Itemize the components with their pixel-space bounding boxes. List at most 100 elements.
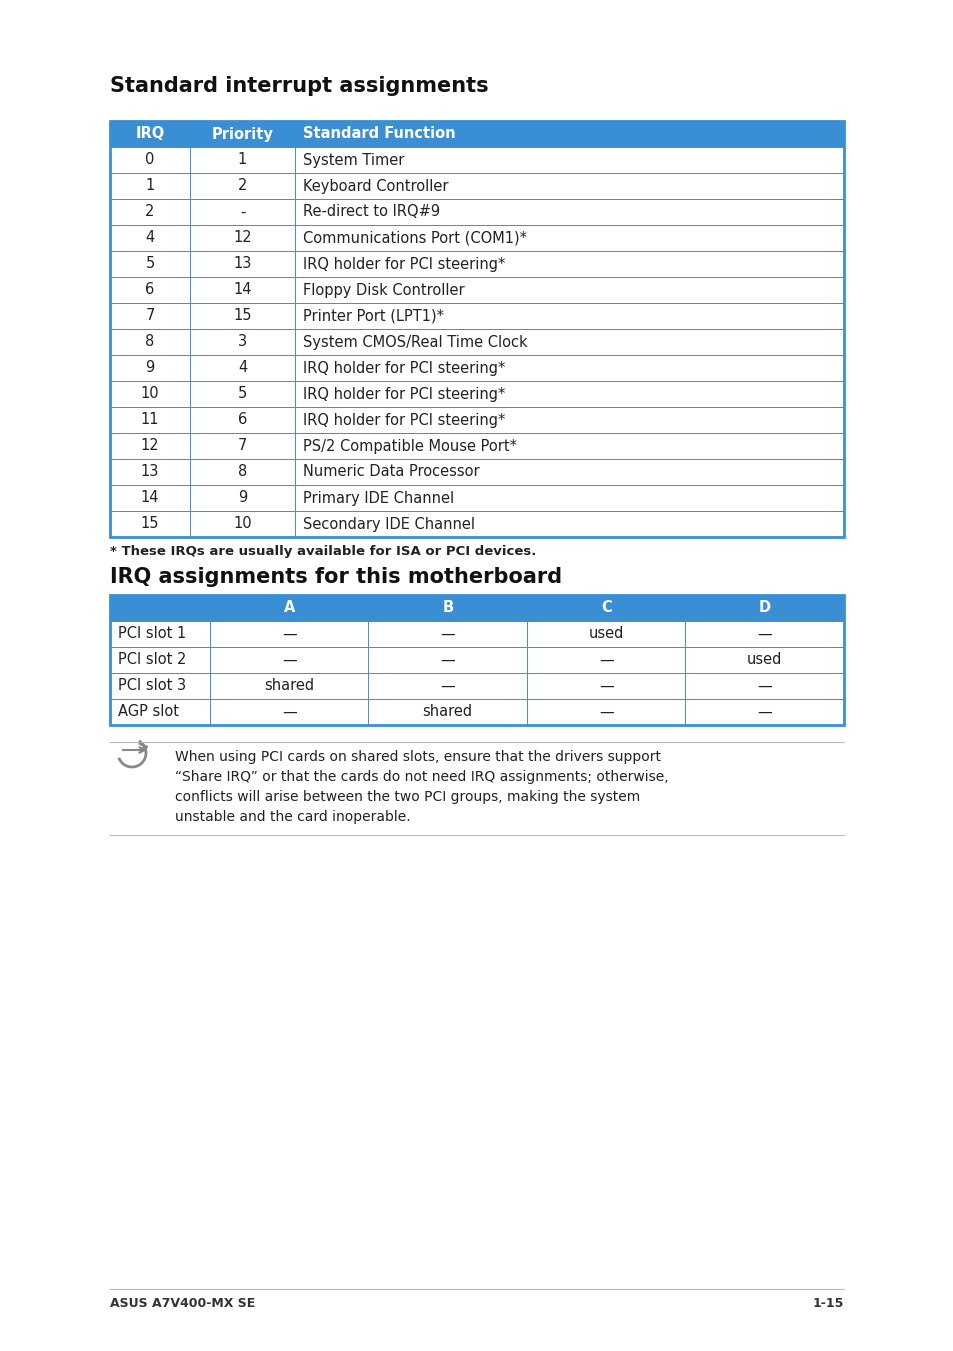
Text: -: - (239, 204, 245, 219)
Text: IRQ: IRQ (135, 127, 165, 142)
Text: Priority: Priority (212, 127, 274, 142)
Bar (110, 330, 843, 355)
Text: 13: 13 (141, 465, 159, 480)
Text: PCI slot 1: PCI slot 1 (118, 627, 186, 642)
Text: 14: 14 (233, 282, 252, 297)
Bar (110, 511, 843, 536)
Text: 4: 4 (145, 231, 154, 246)
Text: Secondary IDE Channel: Secondary IDE Channel (303, 516, 475, 531)
Text: Floppy Disk Controller: Floppy Disk Controller (303, 282, 464, 297)
Text: Standard interrupt assignments: Standard interrupt assignments (110, 76, 488, 96)
Bar (110, 355, 843, 381)
Bar (110, 173, 843, 199)
Bar (110, 122, 843, 536)
Text: 14: 14 (141, 490, 159, 505)
Text: 7: 7 (237, 439, 247, 454)
Text: 6: 6 (145, 282, 154, 297)
Bar (110, 277, 843, 303)
Text: —: — (757, 627, 771, 642)
Text: 5: 5 (145, 257, 154, 272)
Text: 8: 8 (237, 465, 247, 480)
Bar (110, 122, 843, 147)
Text: System CMOS/Real Time Clock: System CMOS/Real Time Clock (303, 335, 527, 350)
Text: When using PCI cards on shared slots, ensure that the drivers support
“Share IRQ: When using PCI cards on shared slots, en… (174, 750, 668, 824)
Text: 3: 3 (237, 335, 247, 350)
Bar (110, 621, 843, 647)
Text: D: D (758, 600, 770, 616)
Bar (110, 147, 843, 173)
Text: used: used (746, 653, 781, 667)
Text: IRQ holder for PCI steering*: IRQ holder for PCI steering* (303, 412, 505, 427)
Bar (110, 381, 843, 407)
Bar (110, 251, 843, 277)
Text: 2: 2 (145, 204, 154, 219)
Text: —: — (757, 704, 771, 720)
Text: IRQ holder for PCI steering*: IRQ holder for PCI steering* (303, 361, 505, 376)
Text: IRQ holder for PCI steering*: IRQ holder for PCI steering* (303, 386, 505, 401)
Text: —: — (598, 704, 613, 720)
Text: PCI slot 3: PCI slot 3 (118, 678, 186, 693)
Text: 8: 8 (145, 335, 154, 350)
Text: * These IRQs are usually available for ISA or PCI devices.: * These IRQs are usually available for I… (110, 544, 536, 558)
Text: System Timer: System Timer (303, 153, 404, 168)
Bar (110, 199, 843, 226)
Text: —: — (757, 678, 771, 693)
Text: 15: 15 (233, 308, 252, 323)
Text: —: — (281, 704, 296, 720)
Text: —: — (598, 678, 613, 693)
Text: 9: 9 (145, 361, 154, 376)
Bar (110, 647, 843, 673)
Text: 1-15: 1-15 (812, 1297, 843, 1310)
Text: 7: 7 (145, 308, 154, 323)
Text: 0: 0 (145, 153, 154, 168)
Text: Re-direct to IRQ#9: Re-direct to IRQ#9 (303, 204, 439, 219)
Text: PCI slot 2: PCI slot 2 (118, 653, 186, 667)
Text: used: used (588, 627, 623, 642)
Text: 13: 13 (233, 257, 252, 272)
Text: Standard Function: Standard Function (303, 127, 456, 142)
Text: PS/2 Compatible Mouse Port*: PS/2 Compatible Mouse Port* (303, 439, 517, 454)
Text: 1: 1 (145, 178, 154, 193)
Text: 1: 1 (237, 153, 247, 168)
Bar (110, 594, 843, 725)
Text: 10: 10 (233, 516, 252, 531)
Text: 5: 5 (237, 386, 247, 401)
Text: Primary IDE Channel: Primary IDE Channel (303, 490, 454, 505)
Text: Communications Port (COM1)*: Communications Port (COM1)* (303, 231, 526, 246)
Text: —: — (281, 653, 296, 667)
Text: —: — (440, 653, 455, 667)
Text: Keyboard Controller: Keyboard Controller (303, 178, 448, 193)
Text: Numeric Data Processor: Numeric Data Processor (303, 465, 479, 480)
Text: A: A (283, 600, 294, 616)
Bar (110, 226, 843, 251)
Bar (110, 303, 843, 330)
Bar (110, 434, 843, 459)
Bar (110, 594, 843, 621)
Text: 9: 9 (237, 490, 247, 505)
Text: —: — (440, 627, 455, 642)
Text: 12: 12 (233, 231, 252, 246)
Text: B: B (442, 600, 453, 616)
Text: IRQ assignments for this motherboard: IRQ assignments for this motherboard (110, 567, 561, 586)
Text: AGP slot: AGP slot (118, 704, 179, 720)
Bar (110, 407, 843, 434)
Text: 4: 4 (237, 361, 247, 376)
Text: 15: 15 (141, 516, 159, 531)
Text: 2: 2 (237, 178, 247, 193)
Text: Printer Port (LPT1)*: Printer Port (LPT1)* (303, 308, 443, 323)
Text: 11: 11 (141, 412, 159, 427)
Text: shared: shared (422, 704, 473, 720)
Bar (110, 673, 843, 698)
Text: shared: shared (264, 678, 314, 693)
Text: —: — (281, 627, 296, 642)
Bar (110, 459, 843, 485)
Text: —: — (440, 678, 455, 693)
Text: 10: 10 (140, 386, 159, 401)
Text: ASUS A7V400-MX SE: ASUS A7V400-MX SE (110, 1297, 255, 1310)
Text: IRQ holder for PCI steering*: IRQ holder for PCI steering* (303, 257, 505, 272)
Bar (110, 698, 843, 725)
Text: 6: 6 (237, 412, 247, 427)
Bar (110, 485, 843, 511)
Text: —: — (598, 653, 613, 667)
Text: C: C (600, 600, 611, 616)
